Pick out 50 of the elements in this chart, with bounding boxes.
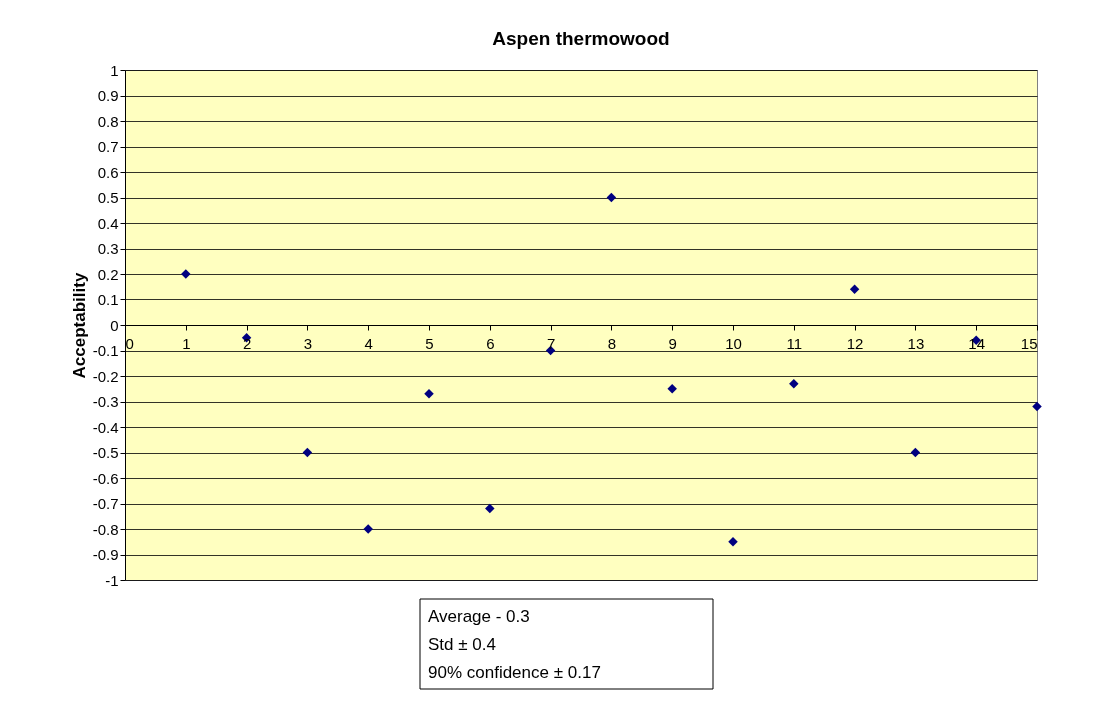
x-tick-label: 3 (303, 334, 313, 352)
y-tick-label: -0.7 (92, 495, 119, 512)
x-tick-label: 0 (125, 334, 134, 352)
text: Std ± 0.4 (428, 635, 496, 654)
y-tick-label: 0 (110, 316, 119, 334)
point (606, 192, 617, 203)
x-tick-label: 14 (968, 334, 986, 352)
y-tick-label: 0.2 (97, 265, 119, 283)
point (789, 378, 799, 389)
y-tick-label: -0.1 (92, 342, 119, 359)
point (849, 284, 860, 295)
point (1032, 401, 1042, 412)
y-tick-label: 0.1 (97, 291, 119, 308)
x-tick-label: 13 (907, 334, 925, 352)
y-tick-label: 0.3 (97, 240, 119, 257)
y-axis-title: Acceptability (69, 272, 89, 379)
y-tick-label: 0.5 (97, 189, 119, 206)
x-tick-label: 15 (1020, 334, 1038, 352)
y-tick-label: 0.7 (97, 138, 119, 155)
y-tick-label: 0.9 (97, 87, 119, 104)
x-tick-label: 6 (486, 334, 495, 352)
x-tick-label: 9 (668, 334, 677, 352)
point (302, 447, 313, 458)
x-tick-label: 10 (725, 334, 742, 352)
x-tick-label: 7 (546, 334, 556, 352)
y-tick-label: -0.2 (92, 367, 119, 385)
y-tick-label: -0.6 (92, 469, 119, 487)
y-tick-label: 0.4 (97, 214, 119, 232)
y-tick-label: -0.3 (92, 393, 119, 410)
x-tick-label: 2 (242, 334, 252, 352)
point (910, 447, 921, 458)
point (667, 384, 677, 394)
y-tick-label: -0.4 (92, 418, 119, 436)
x-tick-label: 12 (846, 334, 864, 352)
x-tick-label: 5 (425, 334, 434, 352)
chart-title: Aspen thermowood (492, 28, 670, 49)
y-tick-label: -0.9 (92, 546, 119, 563)
x-tick-label: 8 (607, 334, 617, 352)
text: Average - 0.3 (428, 607, 530, 626)
y-tick-label: 1 (110, 61, 119, 79)
text: 90% confidence ± 0.17 (428, 663, 601, 682)
y-tick-label: 0.6 (97, 163, 119, 181)
y-tick-label: 0.8 (97, 112, 119, 130)
y-tick-label: -0.5 (92, 444, 119, 461)
x-tick-label: 11 (786, 334, 803, 352)
y-tick-label: -1 (105, 571, 119, 589)
x-tick-label: 4 (364, 334, 373, 352)
x-tick-label: 1 (182, 334, 191, 352)
y-tick-label: -0.8 (92, 520, 119, 538)
point (485, 503, 495, 514)
